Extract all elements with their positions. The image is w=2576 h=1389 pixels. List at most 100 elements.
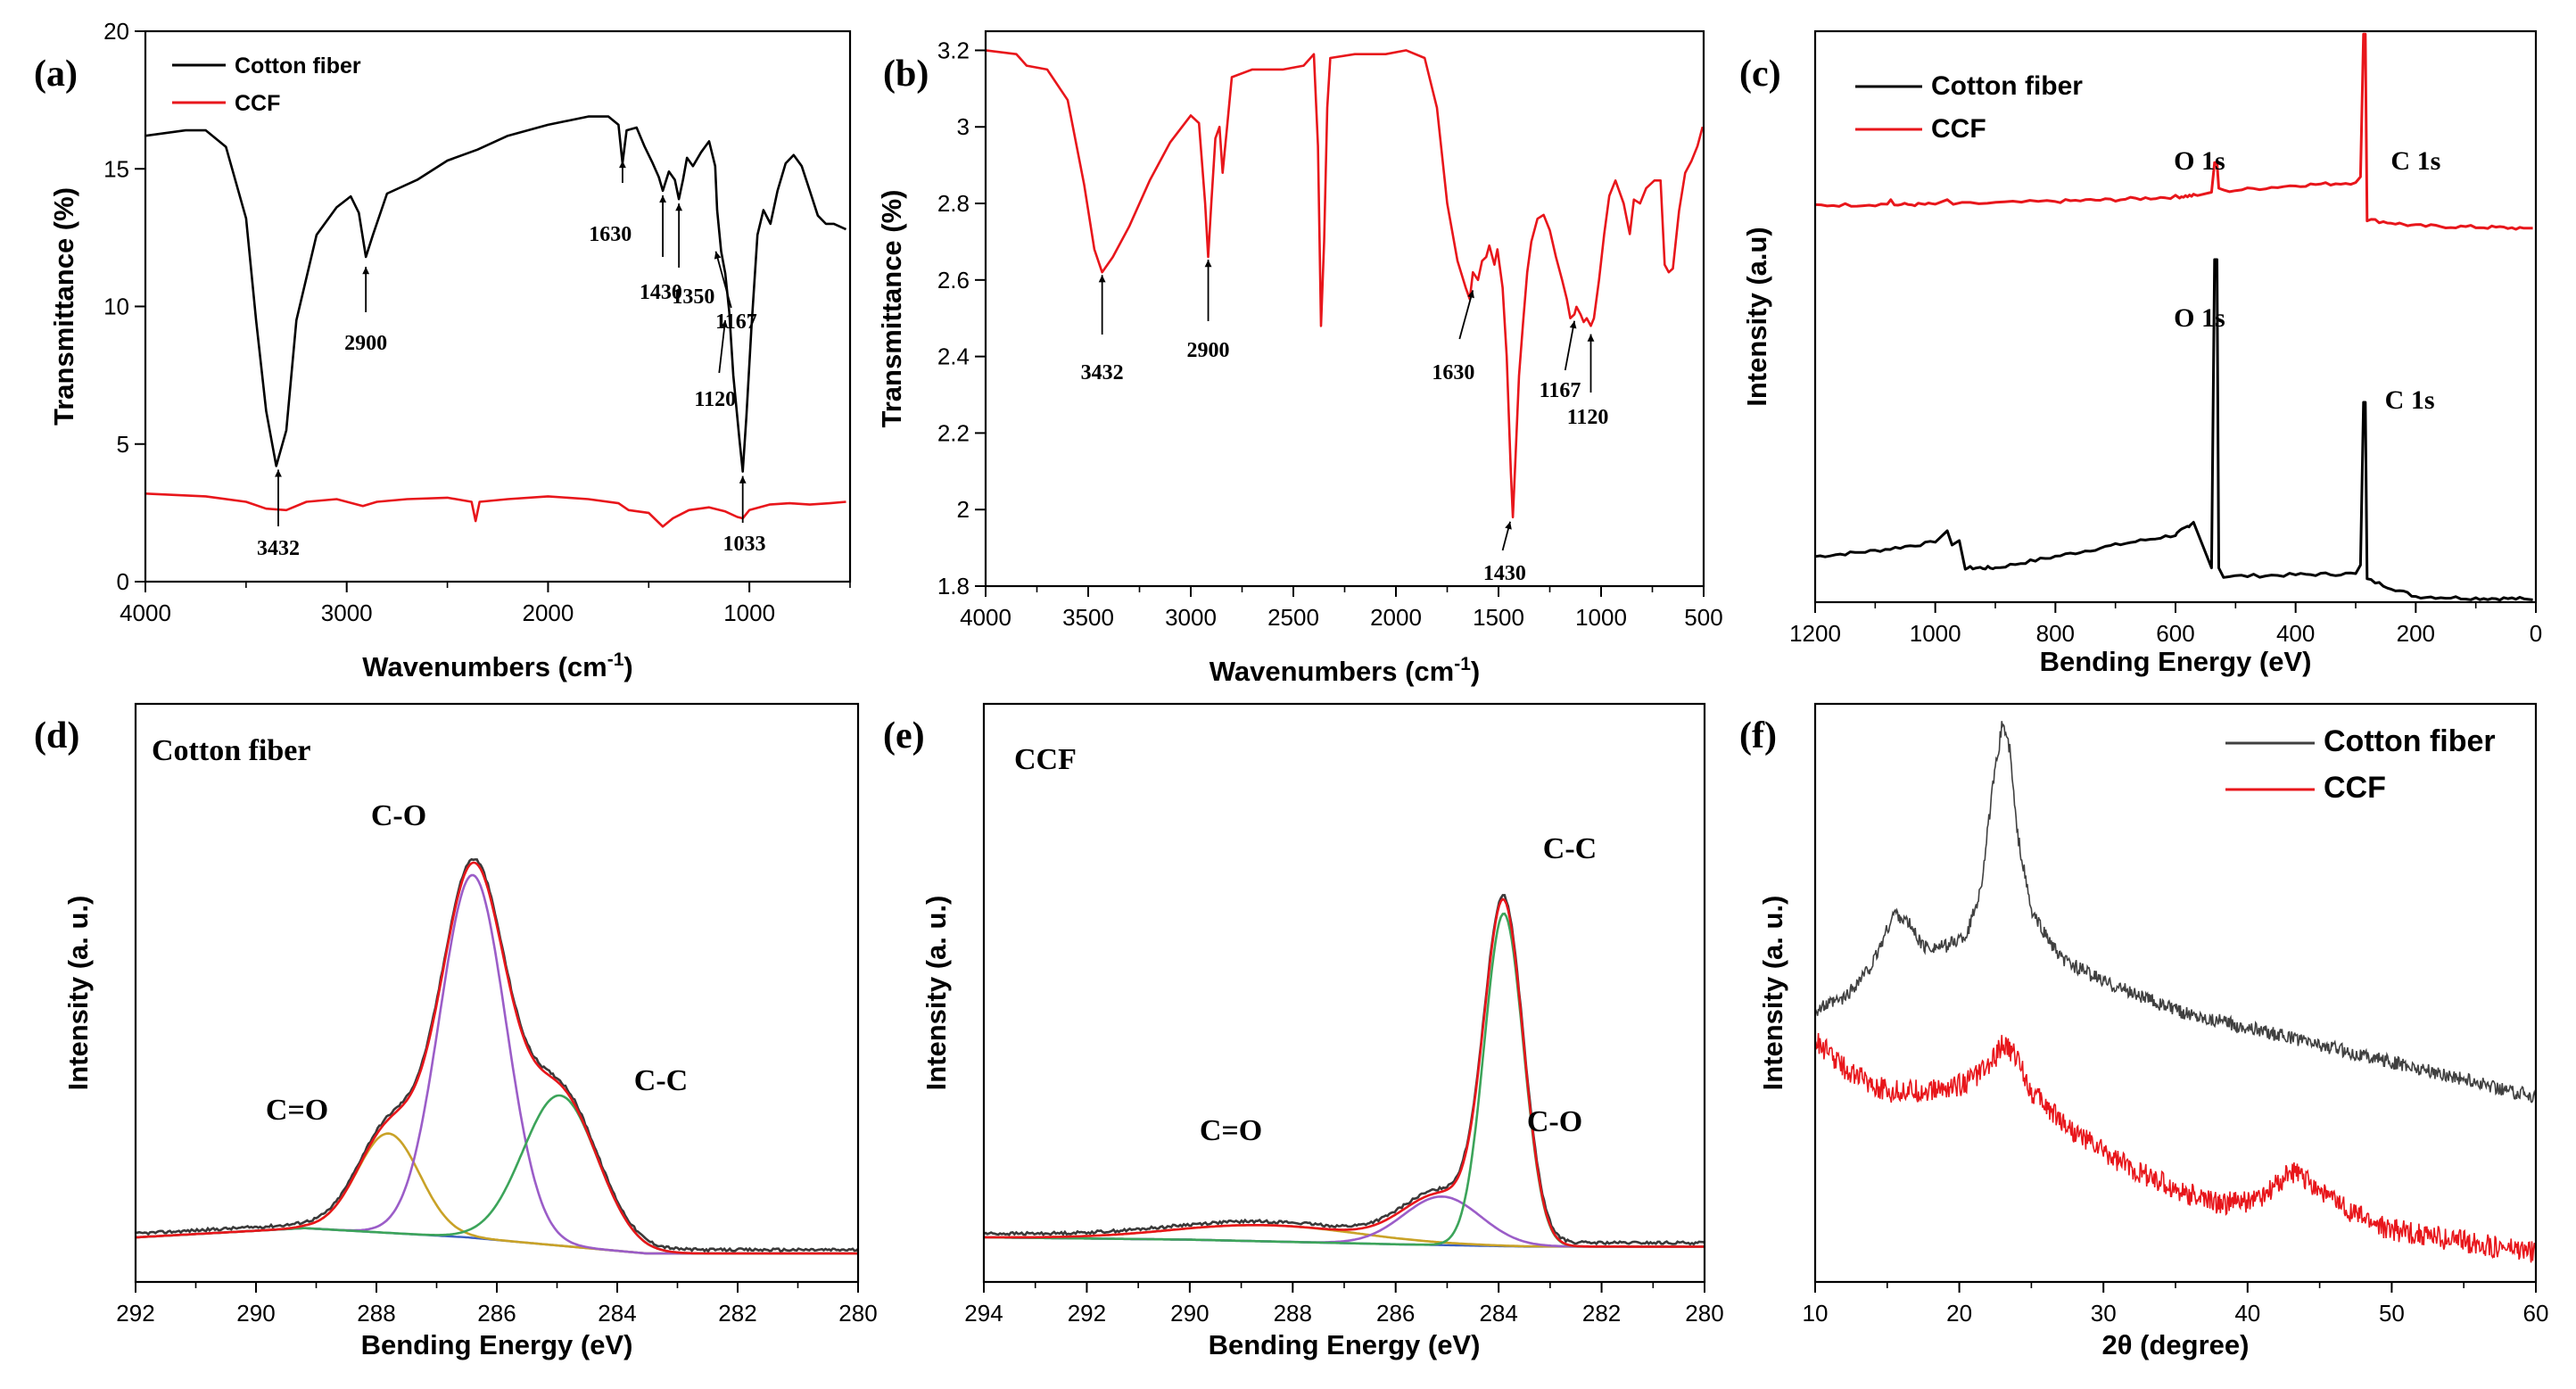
y-tick-label-b: 2.8 bbox=[937, 190, 970, 217]
x-tick-label-f: 60 bbox=[2523, 1300, 2549, 1327]
panel-f: 10 20 30 40 50 60 2θ (degree) Intensity (a. u.)… bbox=[1739, 702, 2549, 1360]
x-tick-label-e: 280 bbox=[1685, 1300, 1723, 1327]
x-tick-label-e: 294 bbox=[964, 1300, 1003, 1327]
y-tick-label-a: 20 bbox=[103, 18, 129, 45]
component-peak-cc-e bbox=[984, 912, 1705, 1248]
y-axis-label-c: Intensity (a.u) bbox=[1741, 227, 1772, 407]
peak-label-e: C-C bbox=[1543, 832, 1597, 865]
peak-annotation-a: 3432 bbox=[257, 537, 300, 560]
x-tick-label-f: 50 bbox=[2379, 1300, 2405, 1327]
component-peak-co-d bbox=[135, 1132, 858, 1255]
x-axis-label-a: Wavenumbers (cm-1) bbox=[362, 649, 633, 682]
raw-data-line-d bbox=[135, 857, 859, 1253]
x-axis-label-f: 2θ (degree) bbox=[2102, 1329, 2250, 1360]
x-tick-label-e: 290 bbox=[1170, 1300, 1209, 1327]
plot-frame-e bbox=[982, 702, 1706, 1284]
y-tick-label-a: 5 bbox=[117, 431, 129, 458]
peak-annotation-b: 1167 bbox=[1540, 379, 1581, 402]
peak-annotation-b: 1120 bbox=[1567, 406, 1609, 429]
plot-frame-d bbox=[134, 702, 860, 1284]
series-group-a bbox=[145, 115, 847, 528]
x-tick-label-c: 400 bbox=[2276, 620, 2315, 647]
y-axis-label-e: Intensity (a. u.) bbox=[921, 896, 952, 1091]
legend-label-a: Cotton fiber bbox=[235, 54, 361, 79]
y-tick-label-a: 15 bbox=[103, 155, 129, 182]
y-axis-label-b: Transmittance (%) bbox=[876, 189, 907, 427]
y-tick-label-b: 2 bbox=[957, 496, 970, 523]
peak-annotation-a: 1630 bbox=[589, 223, 632, 246]
y-tick-label-b: 2.6 bbox=[937, 267, 970, 294]
x-tick-label-c: 1000 bbox=[1910, 620, 1961, 647]
peak-label-c: C 1s bbox=[2385, 385, 2435, 415]
annotation-arrowhead-b bbox=[1587, 334, 1595, 342]
peak-label-c: C 1s bbox=[2390, 146, 2440, 176]
peak-annotation-a: 1167 bbox=[715, 310, 757, 334]
x-tick-label-f: 40 bbox=[2234, 1300, 2260, 1327]
annotation-arrowhead-a bbox=[362, 267, 370, 275]
annotation-arrow-a bbox=[718, 319, 726, 374]
series-line-ccf-b bbox=[985, 49, 1705, 519]
y-tick-label-a: 10 bbox=[103, 294, 129, 320]
annotation-arrowhead-a bbox=[675, 203, 683, 211]
raw-data-line-e bbox=[983, 894, 1705, 1246]
panel-d: 292 290 288 286 284 282 280 Bending Energy (eV)… bbox=[34, 702, 878, 1360]
y-tick-label-b: 1.8 bbox=[937, 573, 970, 599]
peak-label-e: C=O bbox=[1200, 1114, 1262, 1147]
x-tick-label-d: 282 bbox=[718, 1300, 756, 1327]
panel-e: 294 292 290 288 286 284 282 280 Bending Energy (… bbox=[883, 702, 1724, 1360]
peak-label-d: C=O bbox=[266, 1094, 328, 1127]
peak-annotation-a: 1033 bbox=[723, 533, 766, 556]
x-tick-label-f: 10 bbox=[1803, 1300, 1829, 1327]
x-tick-label-c: 200 bbox=[2397, 620, 2435, 647]
x-tick-label-a: 2000 bbox=[523, 599, 574, 626]
series-line-ccf-f bbox=[1814, 1032, 2537, 1265]
annotation-arrowhead-a bbox=[619, 161, 626, 169]
x-axis-label-e: Bending Energy (eV) bbox=[1209, 1329, 1481, 1360]
x-tick-label-b: 2000 bbox=[1370, 604, 1422, 631]
plot-frame-f bbox=[1813, 702, 2538, 1284]
y-axis-label-d: Intensity (a. u.) bbox=[62, 896, 94, 1091]
annotation-arrow-b bbox=[1564, 320, 1575, 371]
annotation-arrowhead-b bbox=[1204, 260, 1212, 268]
y-tick-label-b: 2.2 bbox=[937, 419, 970, 446]
peak-annotation-b: 3432 bbox=[1081, 361, 1124, 384]
annotation-arrowhead-a bbox=[739, 475, 747, 484]
x-tick-label-b: 1500 bbox=[1473, 604, 1524, 631]
x-tick-label-b: 3000 bbox=[1165, 604, 1217, 631]
component-peak-co-d bbox=[135, 873, 858, 1255]
fit-envelope-line-e bbox=[984, 897, 1705, 1248]
x-tick-label-d: 290 bbox=[236, 1300, 275, 1327]
x-tick-label-a: 3000 bbox=[321, 599, 373, 626]
panel-label-c: (c) bbox=[1739, 54, 1781, 95]
y-axis-label-a: Transmittance (%) bbox=[48, 187, 79, 426]
annotation-arrowhead-b bbox=[1467, 290, 1474, 299]
panel-c: 1200 1000 800 600 400 200 0 Bending Energy (eV)… bbox=[1739, 29, 2542, 677]
peak-annotation-a: 2900 bbox=[344, 332, 387, 355]
x-tick-label-c: 600 bbox=[2156, 620, 2194, 647]
x-axis-label-b: Wavenumbers (cm-1) bbox=[1210, 654, 1481, 687]
annotation-arrowhead-b bbox=[1569, 320, 1577, 329]
peak-label-e: C-O bbox=[1527, 1105, 1582, 1138]
x-axis-label-c: Bending Energy (eV) bbox=[2040, 646, 2312, 677]
series-line-cotton-fiber-f bbox=[1814, 721, 2537, 1104]
legend-label-c: Cotton fiber bbox=[1931, 71, 2083, 101]
x-tick-label-e: 286 bbox=[1376, 1300, 1415, 1327]
x-tick-label-b: 1000 bbox=[1575, 604, 1627, 631]
x-tick-label-d: 292 bbox=[116, 1300, 154, 1327]
panel-label-f: (f) bbox=[1739, 715, 1777, 757]
x-axis-label-d: Bending Energy (eV) bbox=[361, 1329, 633, 1360]
peak-annotation-b: 1630 bbox=[1432, 361, 1474, 384]
legend-label-a: CCF bbox=[235, 91, 280, 116]
peak-annotation-b: 1430 bbox=[1483, 562, 1526, 585]
x-tick-label-b: 2500 bbox=[1267, 604, 1319, 631]
x-tick-label-b: 3500 bbox=[1062, 604, 1114, 631]
annotation-arrowhead-a bbox=[714, 251, 722, 260]
x-tick-label-d: 286 bbox=[477, 1300, 516, 1327]
peak-annotation-a: 1120 bbox=[694, 388, 736, 411]
peak-label-d: C-O bbox=[371, 799, 426, 832]
peak-label-c: O 1s bbox=[2174, 303, 2225, 333]
x-tick-label-c: 1200 bbox=[1789, 620, 1841, 647]
peak-annotation-a: 1350 bbox=[672, 285, 714, 309]
x-tick-label-c: 0 bbox=[2530, 620, 2542, 647]
panel-title-d: Cotton fiber bbox=[152, 734, 310, 767]
